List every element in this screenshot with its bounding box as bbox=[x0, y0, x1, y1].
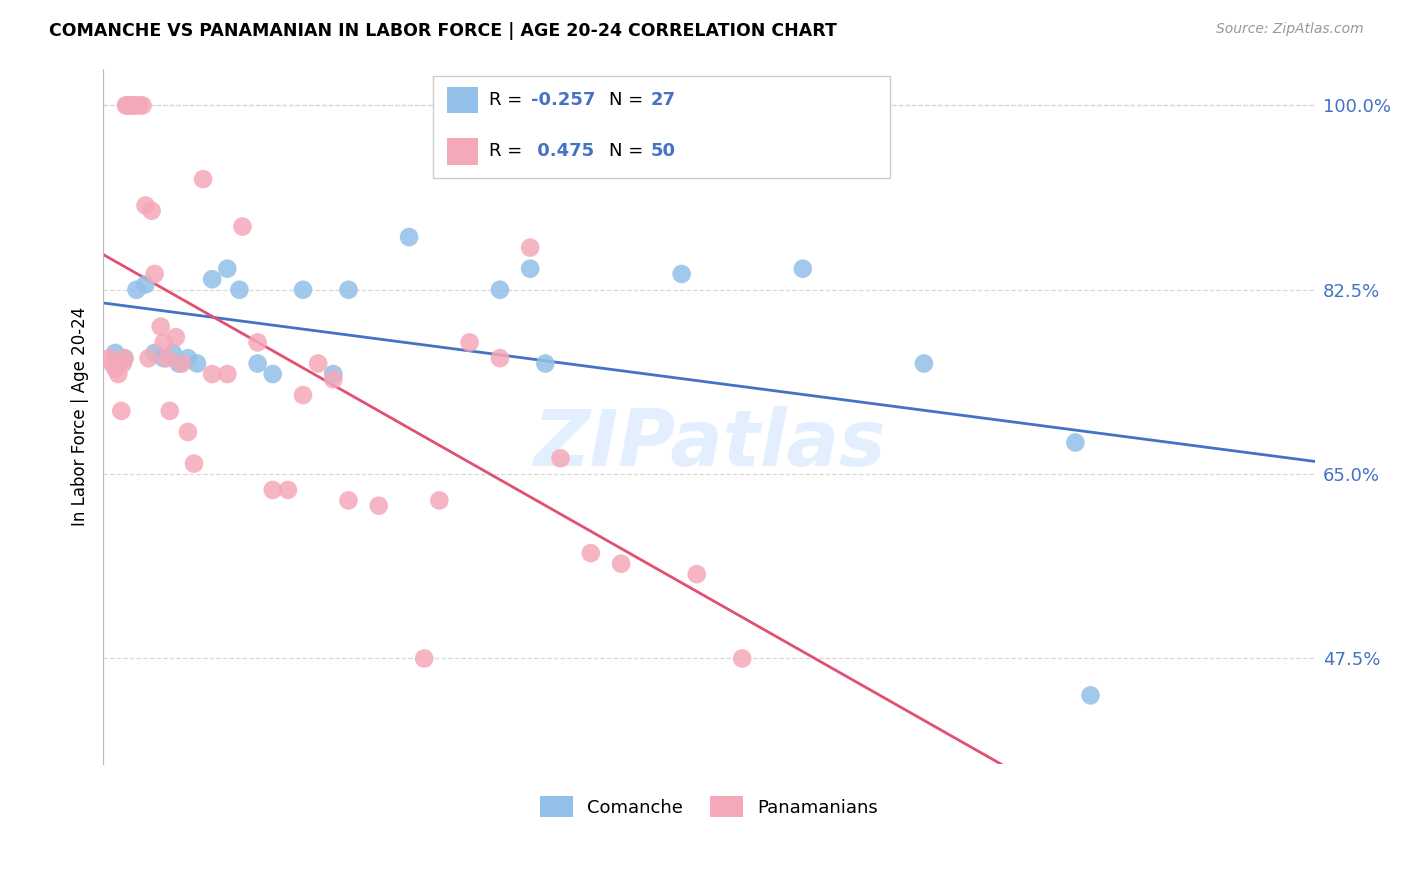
Point bbox=[246, 335, 269, 350]
Point bbox=[183, 457, 205, 471]
Point bbox=[292, 388, 315, 402]
Point bbox=[427, 493, 450, 508]
Point bbox=[322, 372, 344, 386]
Point bbox=[489, 283, 512, 297]
Point bbox=[98, 351, 121, 366]
Point bbox=[141, 203, 163, 218]
Point bbox=[117, 98, 139, 112]
Point bbox=[337, 283, 360, 297]
Point bbox=[262, 483, 284, 497]
Point bbox=[131, 98, 153, 112]
Point bbox=[101, 357, 124, 371]
Point bbox=[550, 451, 572, 466]
Point bbox=[110, 404, 132, 418]
Point bbox=[121, 98, 143, 112]
Point bbox=[228, 283, 250, 297]
Point bbox=[792, 261, 814, 276]
Point bbox=[367, 499, 389, 513]
Point bbox=[458, 335, 481, 350]
Point bbox=[186, 357, 208, 371]
Point bbox=[610, 557, 633, 571]
Point bbox=[143, 346, 166, 360]
Point bbox=[322, 367, 344, 381]
Point bbox=[489, 351, 512, 366]
Text: R =: R = bbox=[489, 142, 523, 161]
Point bbox=[167, 357, 190, 371]
Point bbox=[107, 367, 129, 381]
Point bbox=[686, 567, 709, 582]
Text: N =: N = bbox=[609, 91, 643, 109]
Point bbox=[534, 357, 557, 371]
Text: 0.475: 0.475 bbox=[531, 142, 595, 161]
Point bbox=[398, 230, 420, 244]
Point bbox=[165, 330, 187, 344]
Point bbox=[671, 267, 693, 281]
Point bbox=[217, 261, 239, 276]
Point bbox=[122, 98, 145, 112]
Point bbox=[135, 277, 157, 292]
Point bbox=[217, 367, 239, 381]
Point bbox=[246, 357, 269, 371]
Point bbox=[118, 98, 141, 112]
Point bbox=[1064, 435, 1087, 450]
Point bbox=[262, 367, 284, 381]
Text: 27: 27 bbox=[651, 91, 676, 109]
Point bbox=[120, 98, 142, 112]
Point bbox=[337, 493, 360, 508]
Point bbox=[177, 425, 200, 439]
Point bbox=[201, 367, 224, 381]
Legend: Comanche, Panamanians: Comanche, Panamanians bbox=[533, 789, 884, 824]
Point bbox=[143, 267, 166, 281]
Point bbox=[159, 404, 181, 418]
Point bbox=[104, 361, 127, 376]
Point bbox=[112, 351, 135, 366]
Point bbox=[138, 351, 160, 366]
Point bbox=[125, 283, 148, 297]
Point bbox=[156, 351, 179, 366]
Point bbox=[579, 546, 602, 560]
Point bbox=[152, 335, 174, 350]
Text: COMANCHE VS PANAMANIAN IN LABOR FORCE | AGE 20-24 CORRELATION CHART: COMANCHE VS PANAMANIAN IN LABOR FORCE | … bbox=[49, 22, 837, 40]
Y-axis label: In Labor Force | Age 20-24: In Labor Force | Age 20-24 bbox=[72, 307, 89, 525]
Point bbox=[104, 346, 127, 360]
Point bbox=[201, 272, 224, 286]
Text: R =: R = bbox=[489, 91, 523, 109]
Text: 50: 50 bbox=[651, 142, 676, 161]
Point bbox=[277, 483, 299, 497]
Point bbox=[170, 357, 193, 371]
Point bbox=[413, 651, 436, 665]
Text: N =: N = bbox=[609, 142, 643, 161]
Point bbox=[912, 357, 935, 371]
Point bbox=[519, 241, 541, 255]
Point bbox=[191, 172, 214, 186]
Point bbox=[128, 98, 150, 112]
Point bbox=[125, 98, 148, 112]
Point bbox=[307, 357, 329, 371]
Point bbox=[162, 346, 184, 360]
Point bbox=[115, 98, 138, 112]
Text: Source: ZipAtlas.com: Source: ZipAtlas.com bbox=[1216, 22, 1364, 37]
Text: -0.257: -0.257 bbox=[531, 91, 596, 109]
Point bbox=[292, 283, 315, 297]
Point bbox=[152, 351, 174, 366]
Point bbox=[112, 351, 135, 366]
Point bbox=[231, 219, 253, 234]
Point bbox=[177, 351, 200, 366]
Point bbox=[1080, 689, 1102, 703]
Point bbox=[149, 319, 172, 334]
Point bbox=[135, 198, 157, 212]
Point bbox=[111, 357, 134, 371]
Text: ZIPatlas: ZIPatlas bbox=[533, 406, 884, 482]
Point bbox=[731, 651, 754, 665]
Point bbox=[519, 261, 541, 276]
